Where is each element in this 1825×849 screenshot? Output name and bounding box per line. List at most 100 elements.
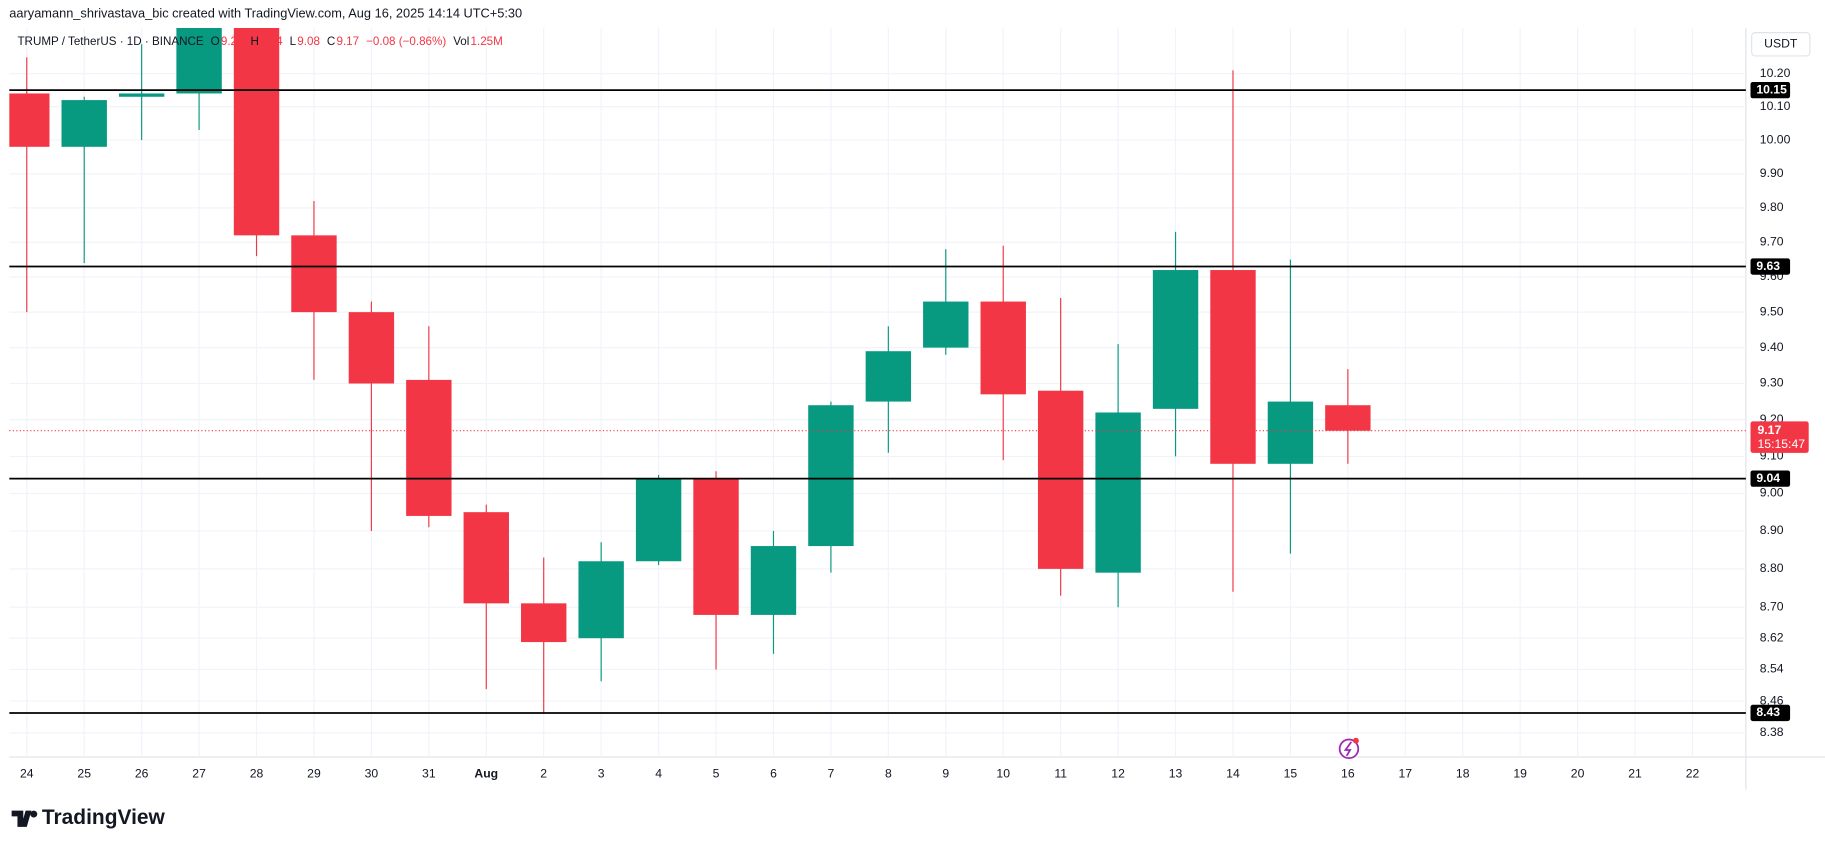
y-tick-label: 10.00 — [1760, 132, 1791, 146]
level-label-box — [1750, 470, 1791, 487]
x-tick-label: 22 — [1686, 767, 1700, 781]
y-tick-label: 9.50 — [1760, 304, 1784, 318]
level-label-box — [1750, 704, 1791, 722]
x-tick-label: 3 — [598, 767, 605, 781]
level-label: 8.43 — [1756, 705, 1780, 719]
legend-value: 9.24 — [221, 35, 244, 48]
candle-body — [923, 301, 969, 348]
x-tick-label: 26 — [135, 767, 149, 781]
candle-body — [1037, 390, 1084, 569]
candle-body — [291, 235, 337, 313]
currency[interactable]: USDT — [1764, 36, 1798, 50]
x-tick-label: 11 — [1054, 767, 1067, 781]
legend-value: 9.08 — [297, 35, 320, 48]
x-tick-label: 27 — [192, 767, 206, 781]
caption: aaryamann_shrivastava_bic created with T… — [9, 5, 522, 20]
x-tick-label: 28 — [250, 767, 264, 781]
candle-body — [463, 512, 509, 604]
countdown: 15:15:47 — [1757, 437, 1805, 451]
y-tick-label: 10.20 — [1760, 66, 1791, 80]
x-tick-label: 31 — [422, 767, 436, 781]
x-tick-label: 30 — [365, 767, 379, 781]
x-tick-label: 17 — [1399, 767, 1413, 781]
x-tick-label: 29 — [307, 767, 321, 781]
last-price-box — [1750, 421, 1809, 453]
legend-label: O — [211, 35, 220, 48]
candle-body — [406, 379, 452, 516]
candle-body — [1210, 270, 1256, 464]
y-tick-label: 8.54 — [1760, 662, 1784, 676]
candle-body — [865, 351, 912, 402]
legend-value: 1.25M — [471, 35, 503, 48]
candle-body — [348, 312, 395, 384]
x-tick-label: 7 — [828, 767, 835, 781]
y-tick-label: 8.46 — [1760, 693, 1784, 707]
x-tick-label: 18 — [1456, 767, 1470, 781]
x-tick-label: 20 — [1571, 767, 1585, 781]
candle-body — [980, 301, 1026, 395]
level-label-box — [1750, 82, 1791, 99]
x-tick-label: 12 — [1111, 767, 1125, 781]
y-tick-label: 9.70 — [1760, 234, 1784, 248]
event-icon[interactable] — [1338, 737, 1360, 760]
level-label-box — [1750, 258, 1791, 275]
candle-body — [578, 561, 624, 639]
y-tick-label: 9.30 — [1760, 376, 1784, 390]
x-tick-label: 5 — [713, 767, 720, 781]
x-tick-label: 25 — [77, 767, 91, 781]
level-label: 9.63 — [1756, 259, 1780, 273]
legend-title: TRUMP / TetherUS · 1D · BINANCE — [17, 35, 203, 48]
y-tick-label: 8.90 — [1760, 523, 1784, 537]
y-tick-label: 9.40 — [1760, 340, 1784, 354]
legend-value: 9.34 — [260, 35, 283, 48]
y-tick-label: 9.00 — [1760, 486, 1784, 500]
x-tick-label: 19 — [1513, 767, 1527, 781]
x-tick-label: 8 — [885, 767, 892, 781]
currency-box[interactable] — [1751, 32, 1811, 57]
candle-body — [750, 546, 797, 615]
y-tick-label: 8.38 — [1760, 725, 1784, 739]
legend-label: L — [290, 35, 297, 48]
candle-body — [9, 93, 50, 147]
x-tick-label: 2 — [540, 767, 547, 781]
candle-body — [1325, 405, 1371, 431]
candle-body — [635, 478, 682, 562]
legend-value: −0.08 (−0.86%) — [366, 35, 446, 48]
x-tick-label: 9 — [942, 767, 949, 781]
brand[interactable]: TradingView — [42, 806, 166, 829]
candle-body — [693, 478, 739, 615]
level-label: 9.04 — [1756, 471, 1780, 485]
legend: TRUMP / TetherUS · 1D · BINANCE O9.24 H9.3… — [17, 35, 502, 48]
logo[interactable]: TradingView — [11, 806, 166, 829]
candle-body — [521, 603, 567, 643]
x-tick-label: 6 — [770, 767, 777, 781]
x-tick-label: 15 — [1284, 767, 1298, 781]
last-price: 9.17 — [1757, 423, 1781, 437]
y-tick-label: 8.70 — [1760, 599, 1784, 613]
legend-label: Vol — [453, 35, 469, 48]
level-label: 10.15 — [1756, 82, 1787, 96]
x-tick-label: 4 — [655, 767, 662, 781]
x-tick-label: 21 — [1628, 767, 1642, 781]
legend-label: H — [250, 35, 258, 48]
y-tick-label: 8.62 — [1760, 630, 1784, 644]
legend-label: C — [327, 35, 335, 48]
candle-body — [808, 405, 854, 547]
y-tick-label: 10.10 — [1760, 99, 1791, 113]
candle-body — [1152, 270, 1199, 409]
legend-value: 9.17 — [336, 35, 359, 48]
candle-body — [233, 27, 280, 236]
candle-body — [1267, 401, 1314, 464]
y-tick-label: 8.80 — [1760, 561, 1784, 575]
x-tick-label: Aug — [474, 767, 498, 781]
x-tick-label: 14 — [1226, 767, 1240, 781]
x-tick-label: 24 — [20, 767, 34, 781]
x-tick-label: 13 — [1169, 767, 1183, 781]
candle-body — [1095, 412, 1141, 573]
y-tick-label: 9.90 — [1760, 166, 1784, 180]
candle-body — [61, 100, 107, 147]
candle-body — [118, 93, 165, 97]
x-tick-label: 16 — [1341, 767, 1355, 781]
